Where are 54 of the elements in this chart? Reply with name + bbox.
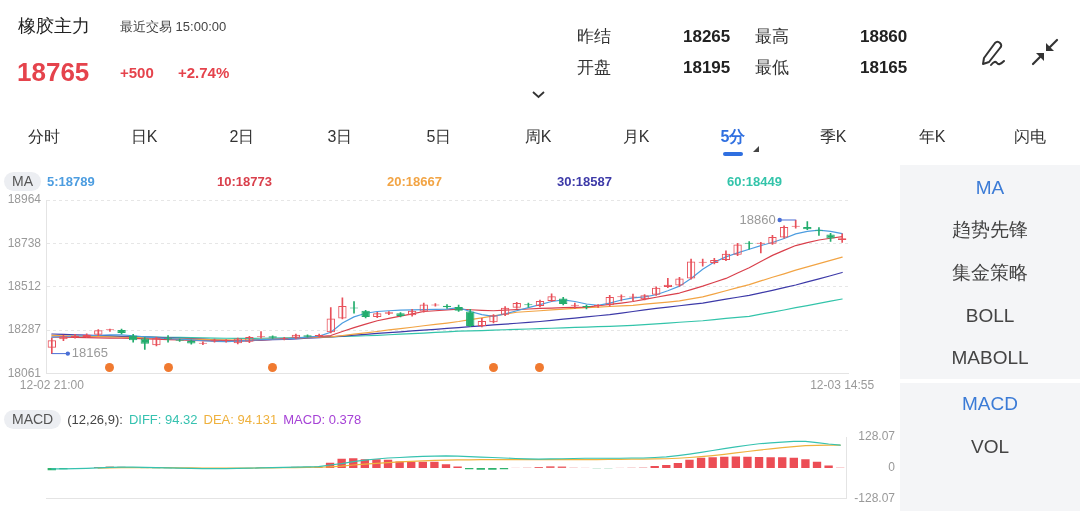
- y-tick-label: 18287: [7, 322, 42, 337]
- text: 5:18789: [47, 174, 96, 189]
- text: +2.74%: [178, 64, 230, 82]
- text: 最高: [755, 27, 789, 48]
- text: 日K: [130, 127, 158, 147]
- text: 2日: [229, 127, 255, 147]
- text: 18265: [683, 27, 731, 48]
- x-tick-label: 12-03 14:55: [810, 378, 875, 393]
- text: 20:18667: [387, 174, 443, 189]
- text: 5日: [426, 127, 452, 147]
- text: MABOLL: [951, 347, 1029, 370]
- text: 昨结: [577, 27, 611, 48]
- text: 18165: [860, 58, 908, 79]
- text: 橡胶主力: [18, 16, 90, 38]
- y-tick-label: 18061: [7, 365, 42, 380]
- text: 5分: [720, 127, 746, 147]
- y-tick-label: -128.07: [854, 491, 896, 506]
- text: BOLL: [965, 305, 1015, 328]
- text: MA: [975, 177, 1005, 200]
- text: 60:18449: [727, 174, 783, 189]
- text: 趋势先锋: [952, 219, 1028, 242]
- text: 18860: [860, 27, 908, 48]
- text: DIFF: 94.32: [128, 412, 198, 427]
- text: 年K: [918, 127, 946, 147]
- chart-title: MA: [4, 172, 41, 191]
- text: 3日: [327, 127, 353, 147]
- text: DEA: 94.131: [203, 412, 278, 427]
- text: 季K: [819, 127, 847, 147]
- text: 18765: [17, 57, 90, 89]
- y-tick-label: 18512: [7, 279, 42, 294]
- text: 分时: [28, 127, 60, 147]
- y-tick-label: 18738: [7, 235, 42, 250]
- text: MACD: 0.378: [283, 412, 362, 427]
- text: 18195: [683, 58, 731, 79]
- text: MACD: [962, 393, 1018, 416]
- annotation: 18860: [739, 211, 776, 227]
- y-tick-label: 18964: [7, 192, 42, 207]
- text: 30:18587: [557, 174, 613, 189]
- text: 闪电: [1014, 127, 1046, 147]
- y-tick-label: 128.07: [858, 429, 896, 444]
- legend-title: (12,26,9):: [67, 412, 123, 427]
- text: +500: [120, 64, 154, 82]
- text: 月K: [622, 127, 650, 147]
- text: VOL: [970, 436, 1010, 459]
- x-tick-label: 12-02 21:00: [19, 378, 85, 393]
- text: 10:18773: [217, 174, 273, 189]
- text: 集金策略: [952, 262, 1028, 285]
- annotation: 18165: [71, 345, 108, 361]
- y-tick-label: 0: [888, 460, 896, 475]
- text: 开盘: [577, 58, 611, 79]
- chart-title: MACD: [4, 410, 62, 429]
- text: 最低: [755, 58, 789, 79]
- text: 周K: [524, 127, 552, 147]
- text: 最近交易 15:00:00: [120, 19, 227, 35]
